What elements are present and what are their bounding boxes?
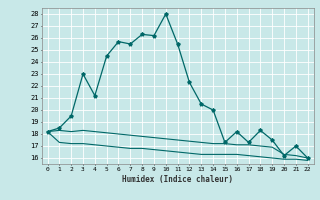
X-axis label: Humidex (Indice chaleur): Humidex (Indice chaleur)	[122, 175, 233, 184]
